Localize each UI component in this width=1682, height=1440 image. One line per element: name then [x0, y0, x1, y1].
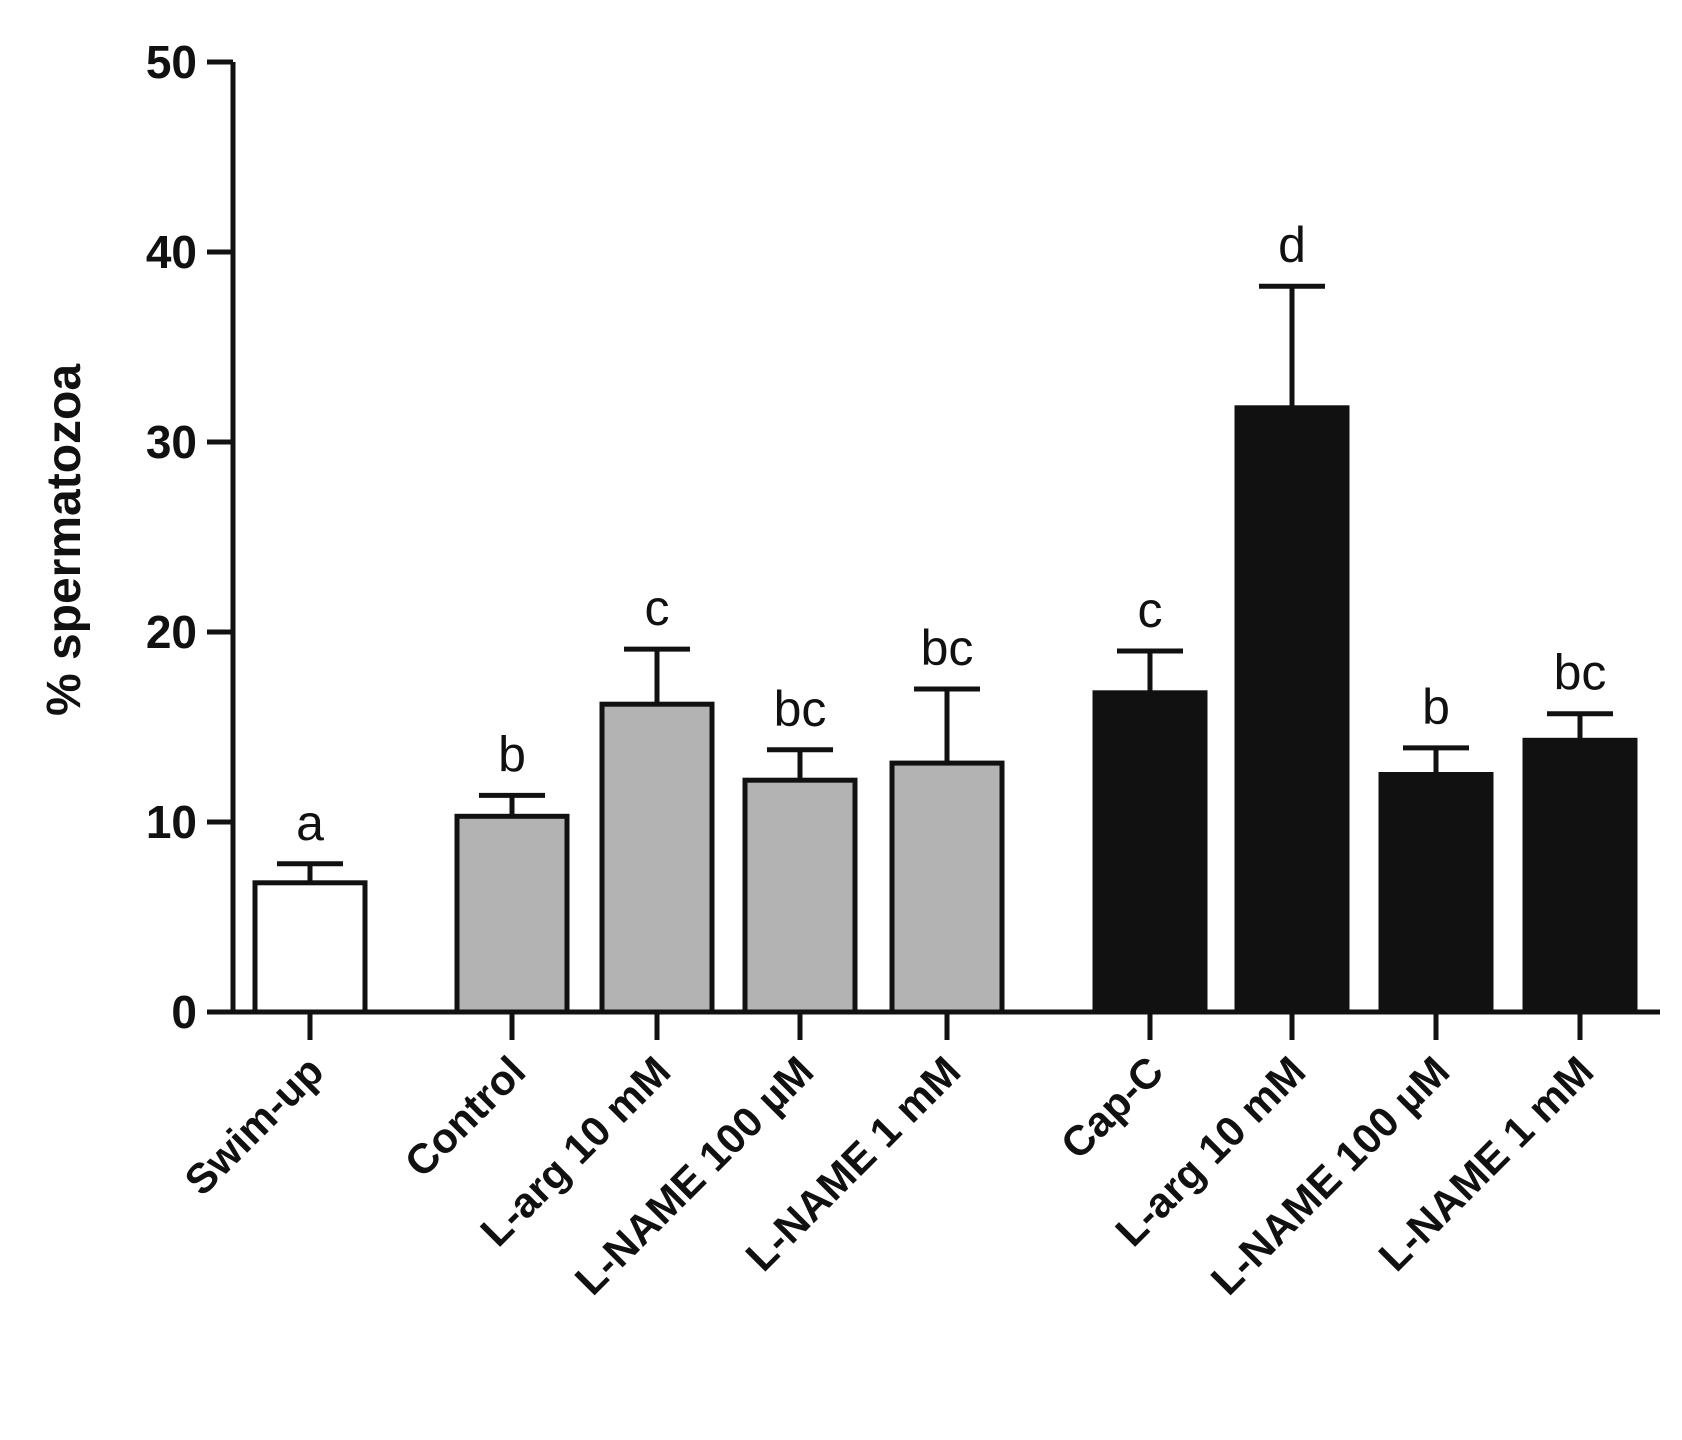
- y-tick-label-0: 0: [171, 986, 197, 1038]
- significance-label-4: bc: [921, 620, 974, 676]
- bar-2: [599, 701, 715, 1015]
- y-tick-label-5: 50: [146, 36, 197, 88]
- y-axis-label: % spermatozoa: [38, 364, 91, 716]
- bar-6: [1234, 405, 1350, 1015]
- y-tick-label-2: 20: [146, 606, 197, 658]
- y-tick-label-3: 30: [146, 416, 197, 468]
- significance-label-2: c: [645, 580, 670, 636]
- bar-0: [252, 880, 368, 1015]
- significance-label-8: bc: [1554, 645, 1607, 701]
- bar-1: [454, 813, 570, 1015]
- significance-label-3: bc: [774, 681, 827, 737]
- significance-label-1: b: [498, 726, 526, 782]
- category-label-0: Swim-up: [175, 1047, 332, 1204]
- category-label-7: L-NAME 100 µM: [1202, 1047, 1459, 1304]
- significance-label-7: b: [1422, 679, 1450, 735]
- axes-layer: [207, 59, 1660, 1040]
- bar-3: [742, 777, 858, 1015]
- significance-label-0: a: [296, 795, 324, 851]
- bar-5: [1092, 690, 1208, 1015]
- bar-7: [1378, 772, 1494, 1015]
- bar-4: [889, 760, 1005, 1015]
- significance-label-5: c: [1138, 582, 1163, 638]
- y-tick-label-1: 10: [146, 796, 197, 848]
- significance-label-6: d: [1278, 217, 1306, 273]
- category-label-1: Control: [396, 1047, 535, 1186]
- bar-8: [1522, 737, 1638, 1015]
- y-tick-label-4: 40: [146, 226, 197, 278]
- category-label-5: Cap-C: [1052, 1047, 1173, 1168]
